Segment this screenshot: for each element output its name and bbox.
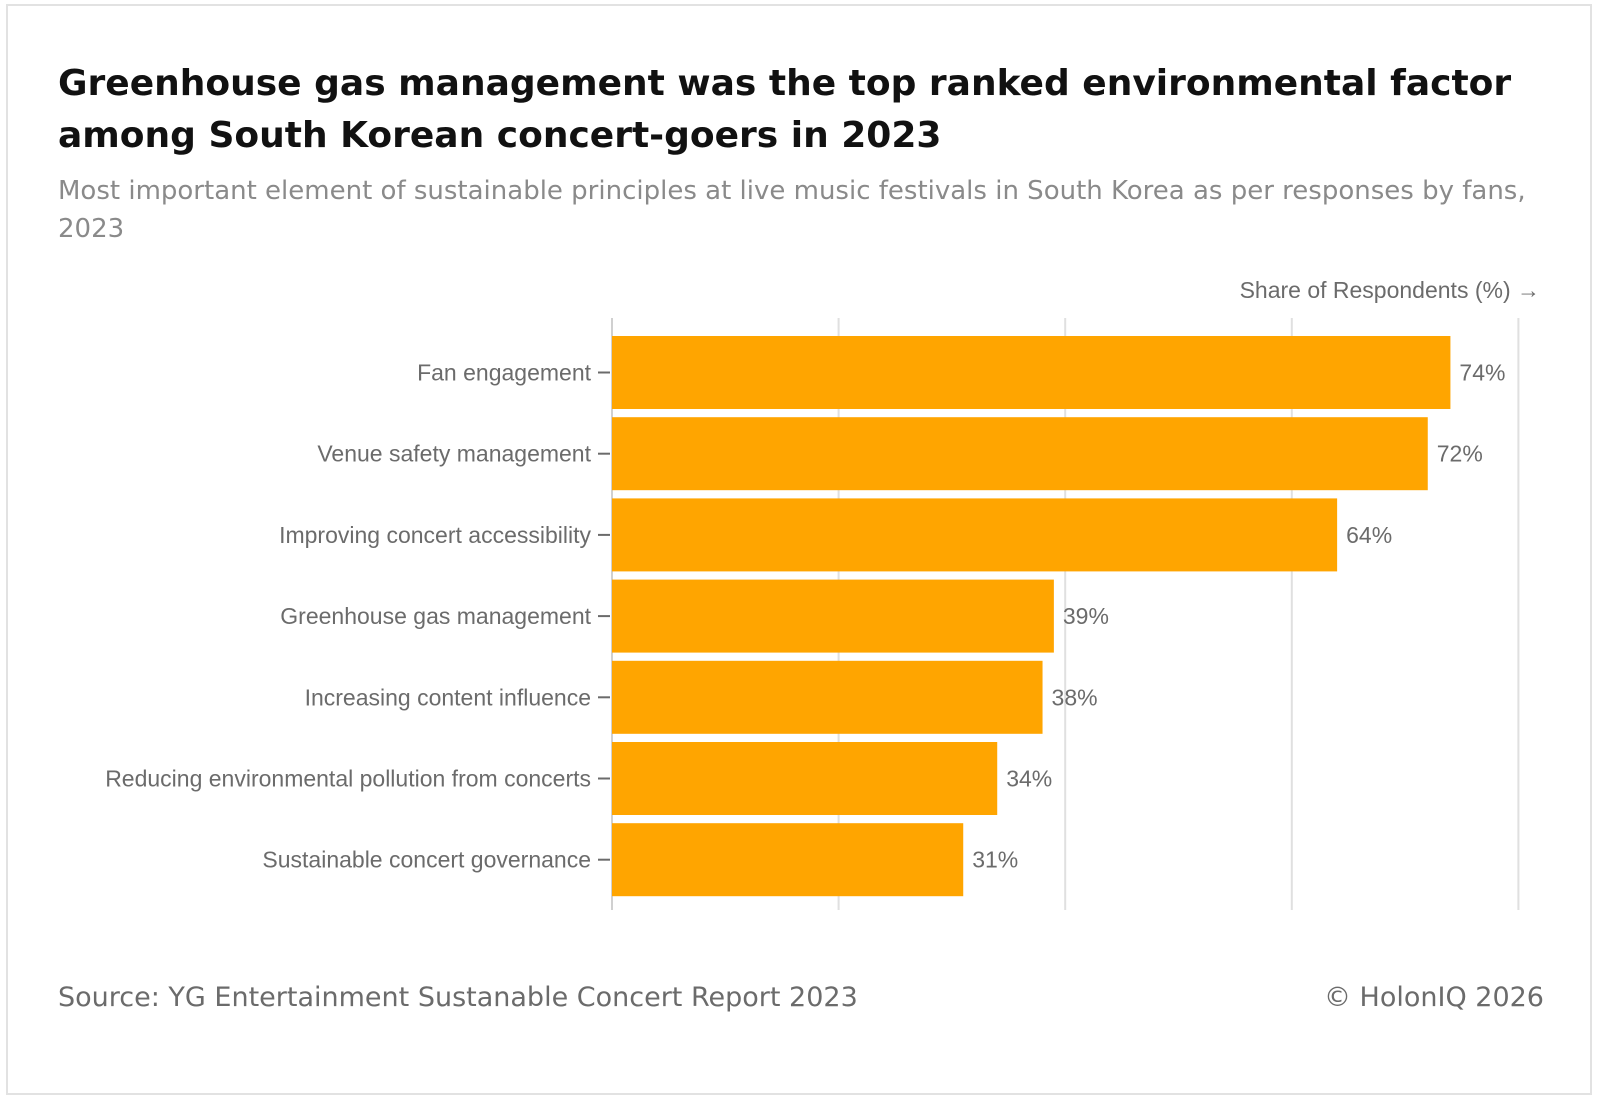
bar <box>612 498 1338 572</box>
category-label: Fan engagement <box>417 360 592 386</box>
source-note: Source: YG Entertainment Sustanable Conc… <box>58 982 858 1013</box>
copyright-note: © HolonIQ 2026 <box>1323 982 1544 1013</box>
data-label: 31% <box>972 847 1018 873</box>
category-label: Venue safety management <box>317 441 591 467</box>
category-label: Sustainable concert governance <box>262 847 591 873</box>
bar <box>612 823 964 897</box>
data-label: 74% <box>1459 360 1505 386</box>
bar <box>612 660 1043 734</box>
category-label: Improving concert accessibility <box>279 522 591 548</box>
bar <box>612 742 998 815</box>
bar <box>612 417 1428 491</box>
data-label: 34% <box>1006 766 1052 792</box>
chart-title: Greenhouse gas management was the top ra… <box>58 63 1512 156</box>
category-label: Greenhouse gas management <box>280 603 591 629</box>
data-label: 72% <box>1437 441 1483 467</box>
data-label: 39% <box>1063 603 1109 629</box>
bar <box>612 336 1451 409</box>
data-label: 38% <box>1052 684 1098 710</box>
chart-subtitle: Most important element of sustainable pr… <box>58 176 1526 244</box>
data-label: 64% <box>1346 522 1392 548</box>
bar <box>612 579 1054 653</box>
x-axis-title: Share of Respondents (%) → <box>1239 277 1540 303</box>
category-label: Increasing content influence <box>305 684 591 710</box>
category-label: Reducing environmental pollution from co… <box>105 766 591 792</box>
